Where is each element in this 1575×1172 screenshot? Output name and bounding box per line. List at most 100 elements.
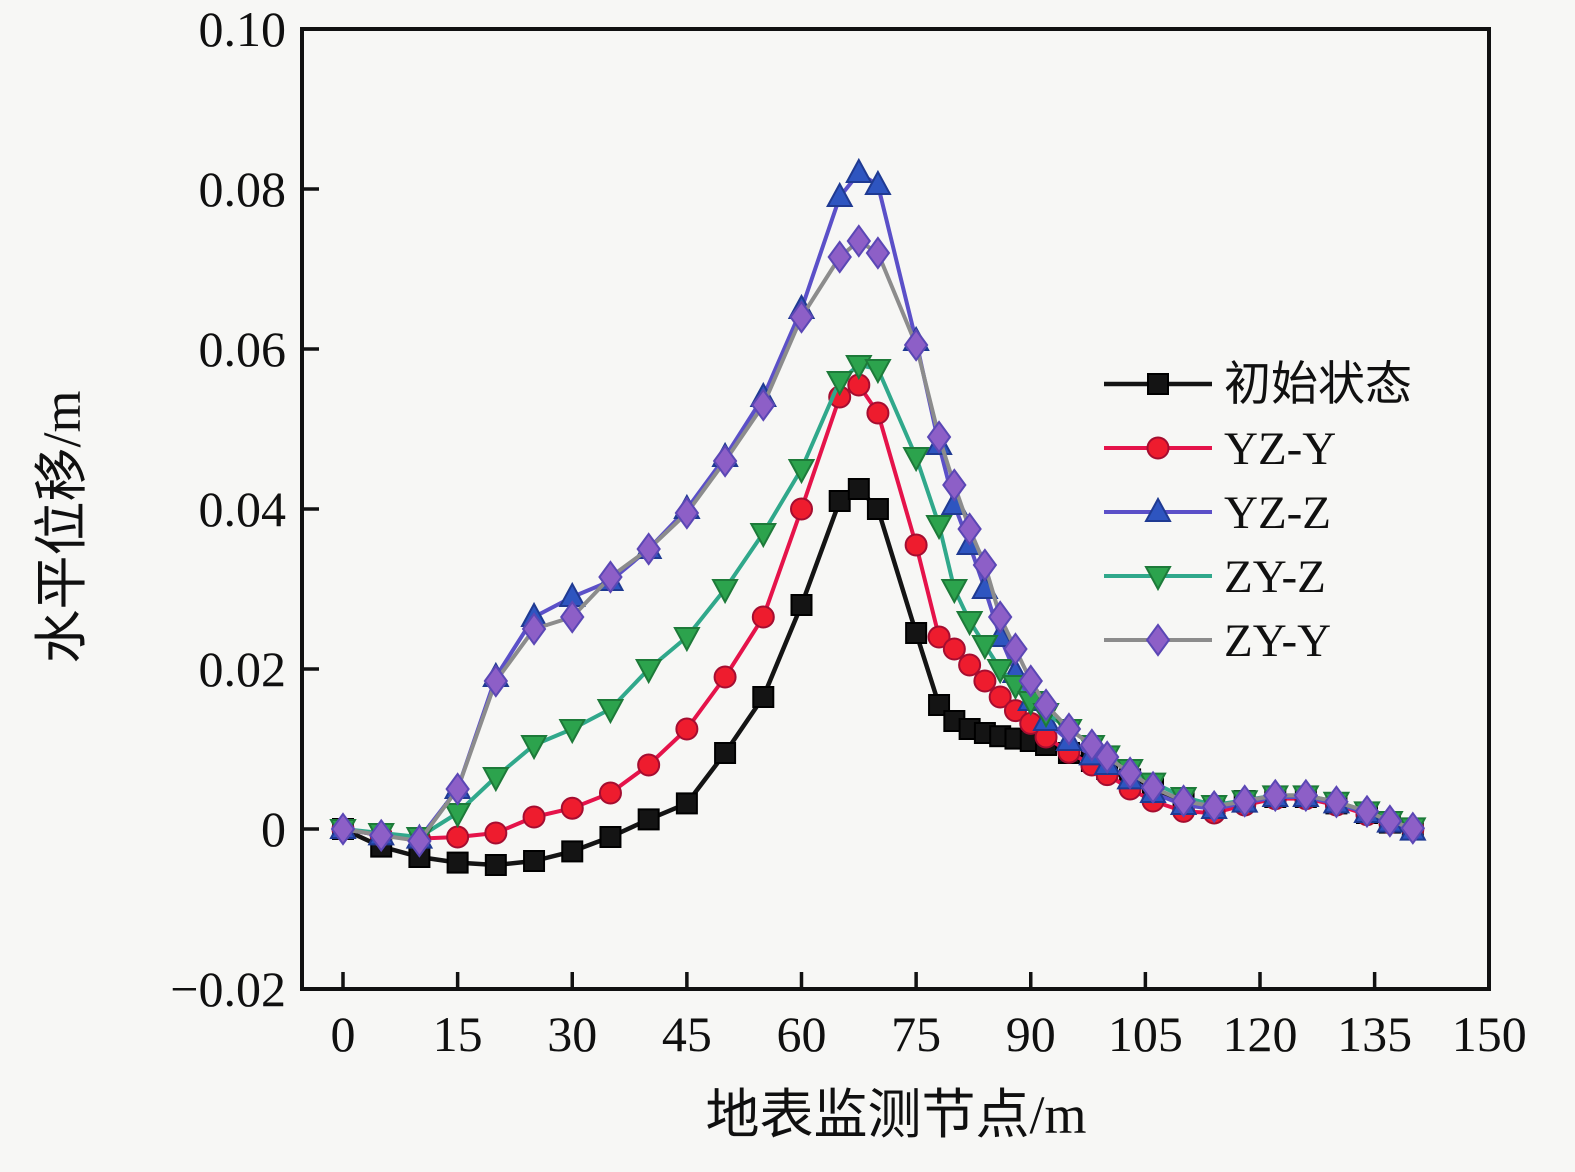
series-marker: [1033, 688, 1059, 722]
legend-item-zy-y: ZY-Y: [1104, 615, 1331, 667]
series-marker: [484, 821, 508, 845]
series-marker: [845, 157, 873, 183]
legend: 初始状态 YZ-Y YZ-Z ZY-Z ZY-Y: [1104, 359, 1412, 667]
series-marker: [482, 767, 510, 793]
series-marker: [827, 240, 852, 274]
series-marker: [752, 686, 775, 708]
series-line-zy-y: [341, 239, 1415, 843]
x-tick-label: 0: [331, 1006, 356, 1062]
series-marker: [560, 600, 585, 634]
series-marker: [902, 447, 930, 473]
series-marker: [637, 753, 661, 777]
series-marker: [926, 420, 952, 454]
series-marker: [446, 825, 470, 849]
series-marker: [1263, 778, 1288, 813]
series-marker: [1147, 373, 1169, 395]
series-marker: [904, 533, 928, 557]
y-tick-label: −0.02: [170, 961, 286, 1017]
series-marker: [598, 781, 622, 805]
legend-label-zy-y: ZY-Y: [1224, 615, 1331, 667]
series-marker: [561, 840, 584, 863]
series-marker: [1144, 566, 1172, 592]
series-marker: [1144, 496, 1172, 522]
series-marker: [958, 653, 982, 677]
series-marker: [1146, 436, 1170, 460]
series-marker: [1140, 770, 1166, 805]
series-marker: [712, 444, 738, 478]
series-marker: [866, 498, 889, 520]
series-marker: [637, 808, 660, 831]
series-marker: [675, 792, 698, 815]
series-marker: [826, 181, 854, 207]
series-marker: [1293, 778, 1319, 813]
y-tick-label: 0.06: [199, 321, 287, 377]
series-marker: [971, 635, 999, 661]
x-tick-label: 30: [547, 1006, 597, 1062]
series-marker: [986, 659, 1014, 685]
series-marker: [847, 478, 870, 500]
y-tick-label: 0: [261, 801, 286, 857]
series-marker: [1377, 804, 1403, 838]
series-marker: [521, 612, 547, 646]
series-marker: [864, 359, 892, 385]
series-marker: [942, 637, 966, 661]
series-marker: [973, 669, 997, 693]
series-marker: [846, 224, 872, 258]
series-marker: [446, 851, 469, 874]
series-marker: [905, 622, 928, 644]
legend-label-zy-z: ZY-Z: [1224, 551, 1326, 603]
series-marker: [751, 388, 776, 422]
series-marker: [368, 818, 394, 853]
series-marker: [1324, 785, 1349, 819]
series-marker: [751, 605, 775, 629]
series-marker: [789, 300, 814, 334]
series-marker: [636, 532, 661, 566]
series-markers-zy-y: [330, 224, 1426, 858]
series-marker: [1117, 756, 1143, 790]
x-tick-label: 60: [777, 1006, 827, 1062]
series-marker: [1094, 740, 1120, 774]
series-marker: [1232, 784, 1257, 818]
series-marker: [790, 497, 813, 521]
series-marker: [714, 742, 737, 764]
series-marker: [1003, 632, 1028, 666]
series-marker: [903, 328, 929, 362]
series-marker: [749, 523, 777, 549]
series-marker: [443, 803, 472, 829]
x-tick-label: 150: [1452, 1006, 1527, 1062]
series-marker: [675, 717, 699, 741]
x-axis-title: 地表监测节点/m: [705, 1085, 1086, 1145]
series-marker: [1400, 811, 1426, 845]
series-marker: [988, 685, 1012, 709]
series-marker: [596, 699, 625, 725]
series-marker: [1354, 794, 1380, 829]
series-marker: [925, 515, 953, 541]
series-marker: [330, 812, 356, 846]
series-marker: [445, 772, 470, 806]
series-marker: [558, 719, 586, 745]
series-marker: [1145, 623, 1171, 657]
series-marker: [520, 735, 548, 761]
series-marker: [1079, 728, 1105, 762]
y-tick-label: 0.10: [199, 1, 287, 57]
series-marker: [845, 355, 873, 381]
series-marker: [483, 664, 509, 698]
series-marker: [940, 579, 969, 605]
legend-label-yz-z: YZ-Z: [1224, 487, 1331, 539]
series-marker: [942, 468, 967, 502]
y-tick-label: 0.04: [199, 481, 287, 537]
x-tick-label: 120: [1223, 1006, 1298, 1062]
series-marker: [713, 665, 737, 689]
series-marker: [828, 490, 851, 512]
series-marker: [484, 854, 507, 876]
x-tick-label: 45: [662, 1006, 712, 1062]
series-marker: [674, 496, 700, 530]
series-marker: [1018, 664, 1043, 698]
x-tick-label: 135: [1337, 1006, 1412, 1062]
legend-item-initial-state: 初始状态: [1104, 359, 1412, 411]
series-marker: [865, 236, 891, 270]
series-marker: [826, 371, 854, 397]
series-marker: [598, 560, 623, 594]
